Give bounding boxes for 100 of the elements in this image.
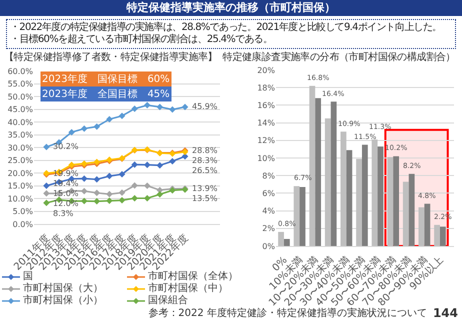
bar	[324, 118, 331, 246]
y-tick-label: 10.0%	[8, 194, 34, 204]
bar	[356, 158, 362, 246]
point	[118, 197, 126, 204]
bar	[362, 144, 368, 246]
bar	[372, 140, 378, 246]
y-tick-label: 25.0%	[8, 156, 34, 166]
y-tick-label: 60.0%	[8, 66, 34, 76]
data-label: 28.8%	[192, 146, 218, 155]
bar	[424, 204, 430, 246]
bar	[294, 186, 300, 246]
point	[131, 161, 138, 168]
data-label: 45.9%	[192, 102, 218, 111]
point	[169, 106, 176, 113]
text: ・2022年度の特定保健指導の実施率は、28.8%であった。2021年度と比較して9.4ポイント向上した。	[10, 22, 442, 34]
point	[156, 162, 164, 169]
point	[106, 190, 113, 198]
bar	[330, 102, 337, 246]
point	[106, 116, 113, 122]
y-tick-label: 55.0%	[8, 80, 34, 89]
point	[43, 182, 50, 189]
point	[80, 175, 88, 182]
annotation: 2023年度 全国目標 45%	[42, 88, 170, 100]
text: 144	[432, 306, 458, 320]
data-label: 19.4%	[53, 179, 79, 188]
bar	[434, 224, 440, 246]
y-tick-label: 40.0%	[8, 118, 34, 127]
y-tick-label: 5.0%	[12, 207, 34, 216]
text: 特定保健指導実施率の推移（市町村国保）	[0, 0, 462, 16]
point	[144, 162, 150, 168]
point	[94, 198, 100, 205]
bar	[402, 182, 409, 246]
y-tick-label: 2%	[262, 224, 276, 234]
point	[182, 104, 188, 110]
point	[43, 200, 50, 206]
y-tick-label: 15.0%	[8, 182, 34, 191]
text: ・目標60%を超えている市町村国保の割合は、25.4%である。	[10, 34, 274, 46]
y-tick-label: 0%	[262, 242, 276, 251]
point	[106, 198, 113, 204]
data-label: 30.2%	[53, 142, 79, 151]
data-label: 28.3%	[192, 156, 218, 165]
point	[131, 182, 138, 189]
data-label: 12.0%	[53, 199, 79, 208]
point	[118, 112, 126, 120]
data-label: 26.5%	[192, 166, 218, 175]
bar	[300, 187, 306, 246]
y-tick-label: 18%	[257, 83, 276, 92]
chart-title: 特定健康診査実施率の分布（市町村国保の構成割合）	[222, 51, 456, 64]
y-tick-label: 45.0%	[8, 105, 34, 114]
y-tick-label: 16%	[257, 101, 276, 110]
y-tick-label: 14%	[257, 118, 276, 128]
point	[43, 144, 50, 150]
legend-label: 市町村国保（中）	[148, 283, 228, 294]
y-tick-label: 12%	[257, 136, 276, 146]
point	[80, 188, 88, 194]
point	[68, 128, 75, 136]
bar	[278, 232, 284, 246]
bar	[378, 146, 384, 246]
text: 参考：2022 年度特定健診・特定保健指導の実施状況について	[148, 308, 427, 320]
bar	[393, 156, 400, 246]
y-tick-label: 50.0%	[8, 92, 34, 102]
bar	[340, 132, 346, 246]
y-tick-label: 20.0%	[8, 168, 34, 178]
point	[131, 105, 138, 112]
y-tick-label: 35.0%	[8, 130, 34, 140]
point	[94, 123, 100, 130]
legend-label: 市町村国保（小）	[23, 295, 103, 306]
bar	[440, 226, 446, 246]
y-tick-label: 6%	[262, 189, 276, 198]
point	[80, 198, 88, 204]
point	[118, 189, 126, 196]
point	[156, 191, 164, 198]
point	[94, 176, 100, 183]
point	[118, 171, 126, 178]
bar	[315, 98, 322, 246]
bar	[418, 207, 424, 246]
y-tick-label: 10%	[257, 154, 276, 163]
annotation: 2023年度 国保目標 60%	[42, 73, 170, 85]
legend-label: 国	[23, 271, 33, 282]
point	[80, 125, 88, 132]
point	[169, 158, 176, 165]
y-tick-label: 8%	[262, 171, 276, 180]
bar	[284, 238, 290, 246]
y-tick-label: 0.0%	[12, 220, 34, 229]
point	[156, 104, 164, 110]
legend-label: 市町村国保（大）	[23, 283, 103, 294]
point	[94, 190, 100, 196]
data-label: 13.5%	[192, 194, 218, 203]
y-tick-label: 20%	[257, 66, 276, 75]
point	[144, 182, 150, 189]
point	[106, 172, 113, 180]
bar	[346, 150, 352, 246]
legend-label: 市町村国保（全体）	[148, 271, 238, 282]
y-tick-label: 4%	[262, 206, 276, 216]
point	[131, 195, 138, 202]
legend-label: 国保組合	[148, 295, 188, 306]
point	[43, 190, 50, 197]
point	[144, 102, 150, 108]
data-label: 13.9%	[192, 184, 218, 193]
data-label: 8.3%	[53, 209, 74, 218]
